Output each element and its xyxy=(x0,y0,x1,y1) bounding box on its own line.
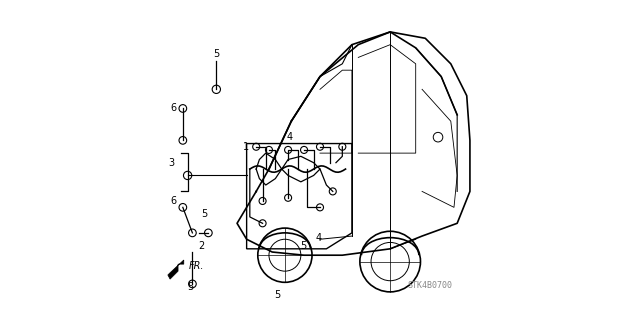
Text: 4: 4 xyxy=(316,233,321,243)
Text: 5: 5 xyxy=(213,49,220,59)
Text: 4: 4 xyxy=(287,132,292,142)
Text: 1: 1 xyxy=(243,142,249,152)
Polygon shape xyxy=(168,260,184,279)
Text: 5: 5 xyxy=(274,290,280,300)
Text: 3: 3 xyxy=(168,158,174,168)
Text: 2: 2 xyxy=(198,241,204,251)
Text: STK4B0700: STK4B0700 xyxy=(408,281,452,290)
Text: 5: 5 xyxy=(188,282,194,292)
Text: 5: 5 xyxy=(202,209,207,219)
Text: 6: 6 xyxy=(171,196,177,206)
Text: 5: 5 xyxy=(300,241,307,251)
Text: 6: 6 xyxy=(171,103,177,114)
Text: FR.: FR. xyxy=(189,261,205,271)
